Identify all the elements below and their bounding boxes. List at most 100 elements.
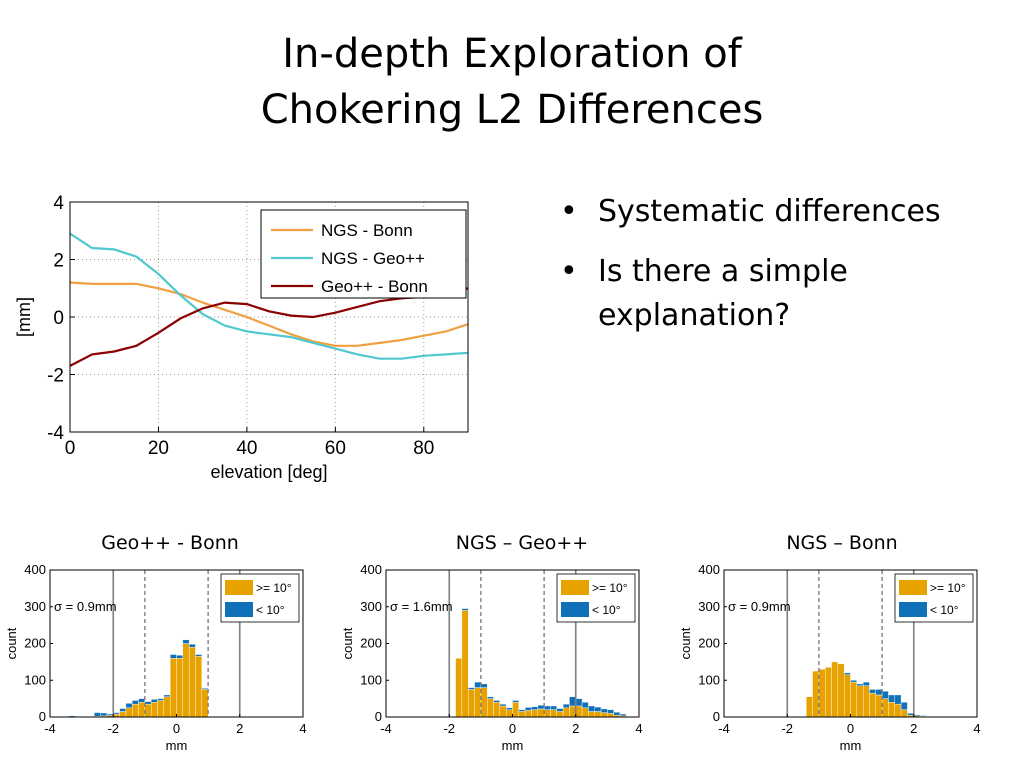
bullet-icon: • [560, 194, 578, 229]
histogram-bar [176, 655, 184, 659]
histogram-bar [512, 700, 520, 703]
elevation-line-chart: 0 20 40 60 80 -4 -2 0 2 4 elevation [deg] [mm] NGS -… [14, 193, 469, 482]
x-tick-label: 80 [413, 438, 434, 459]
x-axis-label: mm [502, 738, 524, 753]
histogram-bar [201, 689, 209, 718]
histogram-bar [119, 708, 127, 712]
sigma-annotation: σ = 0.9mm [54, 599, 117, 614]
y-tick-label: 100 [360, 672, 382, 687]
histogram-bar [869, 689, 877, 694]
histogram-bar [862, 685, 870, 718]
legend-swatch [561, 580, 589, 595]
histogram-bar [150, 699, 158, 703]
y-tick-label: 0 [713, 709, 720, 724]
histogram-bar [550, 705, 557, 710]
histogram-title: Geo++ - Bonn [101, 532, 239, 554]
histogram-ngs-geo: -4 -2 0 2 4 0 100 200 300 400 mm count σ = 1.6mm >= 1… [340, 562, 643, 753]
histogram-bar [499, 705, 507, 718]
histogram-bar [888, 702, 895, 718]
y-axis-label: count [678, 627, 693, 659]
y-tick-label: 400 [24, 562, 46, 577]
histogram-bar [169, 657, 177, 718]
histogram-bar [132, 700, 139, 705]
histogram-bar [556, 708, 564, 712]
histogram-bar [138, 702, 146, 718]
histogram-bar [512, 702, 520, 718]
histogram-bar [94, 712, 101, 717]
histogram-bar [588, 705, 595, 712]
y-tick-label: -2 [47, 366, 64, 387]
x-axis-label: elevation [deg] [210, 462, 327, 482]
y-tick-label: 0 [53, 308, 64, 329]
histogram-bar [818, 669, 826, 718]
x-tick-label: 20 [148, 438, 169, 459]
x-tick-label: -4 [718, 721, 730, 736]
bullet-item: • Systematic differences [560, 190, 1010, 234]
histogram-bar [531, 709, 539, 718]
bullet-list: • Systematic differences • Is there a si… [560, 190, 1010, 354]
histogram-bar [869, 692, 877, 718]
legend-label: NGS - Geo++ [321, 249, 425, 268]
slide-title: In-depth Exploration of Chokering L2 Dif… [0, 26, 1024, 138]
histogram-bar [607, 713, 614, 718]
histogram-bar [550, 709, 557, 718]
y-tick-label: 0 [375, 709, 382, 724]
x-tick-label: 0 [65, 438, 76, 459]
histogram-bar [125, 703, 133, 709]
histogram-bar [100, 712, 108, 717]
bullet-icon: • [560, 254, 578, 289]
y-axis-label: [mm] [14, 297, 34, 337]
histogram-bar [493, 702, 501, 718]
legend-box [260, 209, 467, 299]
histogram-bar [594, 711, 602, 718]
histogram-bar [486, 698, 494, 718]
x-tick-label: -2 [107, 721, 119, 736]
histogram-bar [588, 711, 595, 718]
slide-title-line: Chokering L2 Differences [260, 87, 764, 133]
histogram-bar [850, 681, 858, 718]
x-tick-label: 2 [236, 721, 243, 736]
histogram-bar [875, 689, 883, 696]
histogram-bar [468, 687, 475, 690]
histogram-bar [600, 708, 608, 713]
histogram-bar [613, 712, 621, 716]
x-tick-label: 0 [847, 721, 854, 736]
histogram-bar [144, 703, 152, 718]
legend-swatch [561, 602, 589, 617]
y-tick-label: 200 [360, 636, 382, 651]
histogram-bar [518, 709, 526, 712]
y-tick-label: 4 [53, 193, 64, 214]
histogram-bar [581, 702, 589, 709]
histogram-bar [461, 608, 469, 611]
histogram-bar [518, 711, 526, 718]
histogram-bar [600, 712, 608, 718]
y-tick-label: 400 [698, 562, 720, 577]
histogram-bar [619, 713, 627, 717]
x-axis-label: mm [166, 738, 188, 753]
histogram-bar [894, 694, 902, 705]
histogram-bar [856, 683, 864, 686]
histogram-bar [556, 711, 564, 718]
histogram-bar [480, 683, 488, 688]
legend-label: < 10° [930, 603, 959, 617]
y-tick-label: 0 [39, 709, 46, 724]
histogram-bar [543, 709, 551, 718]
histogram-bar [843, 672, 851, 675]
histogram-bar [150, 702, 158, 718]
histogram-bar [132, 703, 139, 718]
histogram-bar [182, 643, 190, 718]
bullet-text: Systematic differences [598, 194, 941, 229]
histogram-bar [144, 701, 152, 705]
histogram-bar [455, 657, 463, 718]
histogram-bar [537, 708, 545, 718]
legend-swatch [225, 580, 253, 595]
histogram-bar [907, 713, 914, 716]
legend-label: < 10° [592, 603, 621, 617]
histogram-bar [862, 681, 870, 686]
histogram-bar [524, 710, 532, 718]
histogram-bar [562, 707, 570, 718]
histogram-bar [537, 705, 545, 710]
x-tick-label: -4 [380, 721, 392, 736]
legend-label: Geo++ - Bonn [321, 277, 428, 296]
histogram-bar [575, 698, 583, 707]
